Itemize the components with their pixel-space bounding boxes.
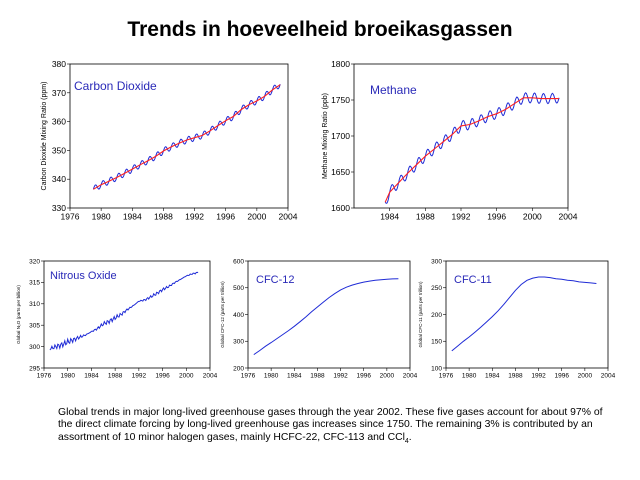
nitrous-oxide-chart: 1976 1980 1984 1988 1992 1996 2000 2004 295 300 30… <box>16 258 218 380</box>
methane-chart: 1984 1988 1992 1996 2000 2004 1600 1650 1700 1750… <box>322 59 578 222</box>
cfc12-x-tick-label: 1996 <box>356 373 371 380</box>
cfc12-chart-title: CFC-12 <box>256 274 295 286</box>
co2-chart: 1976 1980 1984 1988 1992 1996 2000 2004 330 340 35… <box>41 59 298 222</box>
ch4-x-tick-label: 1988 <box>416 212 435 222</box>
cfc12-x-tick-label: 1980 <box>264 373 279 380</box>
cfc12-x-tick-label: 2004 <box>403 373 418 380</box>
cfc12-x-tick-label: 1976 <box>241 373 256 380</box>
caption-end: . <box>408 431 412 443</box>
n2o-x-tick-label: 1992 <box>132 373 147 380</box>
n2o-x-tick-label: 1980 <box>60 373 75 380</box>
cfc12-x-tick-label: 1988 <box>310 373 325 380</box>
cfc12-x-tick-label: 2000 <box>380 373 395 380</box>
ch4-series-1 <box>384 97 560 203</box>
n2o-plot-frame <box>43 260 211 369</box>
ch4-y-tick-label: 1650 <box>331 167 350 177</box>
cfc11-x-tick-label: 2004 <box>601 373 616 380</box>
ch4-x-tick-label: 2004 <box>559 212 578 222</box>
co2-y-tick-label: 350 <box>52 145 66 155</box>
n2o-chart-title: Nitrous Oxide <box>50 270 117 282</box>
co2-chart-title: Carbon Dioxide <box>74 79 157 93</box>
cfc11-y-axis-label: Global CFC-11 (parts per trillion) <box>418 281 423 348</box>
cfc11-series-0 <box>451 276 597 352</box>
n2o-x-tick-label: 1984 <box>84 373 99 380</box>
n2o-y-tick-label: 305 <box>29 322 40 329</box>
co2-x-tick-label: 1988 <box>154 212 173 222</box>
cfc11-x-tick-label: 1976 <box>439 373 454 380</box>
co2-x-tick-label: 1980 <box>92 212 111 222</box>
n2o-x-tick-label: 1996 <box>155 373 170 380</box>
cfc12-x-tick-label: 1992 <box>333 373 348 380</box>
co2-y-tick-label: 370 <box>52 88 66 98</box>
co2-y-tick-label: 380 <box>52 59 66 69</box>
ch4-y-tick-label: 1750 <box>331 95 350 105</box>
caption-subscript: 4 <box>404 437 409 445</box>
cfc12-y-tick-label: 400 <box>233 312 244 319</box>
cfc12-x-tick-label: 1984 <box>287 373 302 380</box>
cfc12-y-tick-label: 300 <box>233 339 244 346</box>
cfc11-y-tick-label: 150 <box>431 339 442 346</box>
n2o-y-tick-label: 315 <box>29 280 40 287</box>
ch4-y-tick-label: 1700 <box>331 131 350 141</box>
n2o-y-tick-label: 300 <box>29 344 40 351</box>
co2-x-tick-label: 1992 <box>185 212 204 222</box>
cfc11-x-tick-label: 1984 <box>485 373 500 380</box>
cfc11-x-tick-label: 2000 <box>578 373 593 380</box>
n2o-y-axis-label: Global N₂O (parts per billion) <box>16 285 21 344</box>
ch4-y-tick-label: 1800 <box>331 59 350 69</box>
co2-x-tick-label: 2004 <box>279 212 298 222</box>
n2o-x-tick-label: 1976 <box>37 373 52 380</box>
cfc11-chart: 1976 1980 1984 1988 1992 1996 2000 2004 100 150 20… <box>418 258 616 380</box>
co2-y-tick-label: 360 <box>52 117 66 127</box>
co2-series-1 <box>93 84 281 190</box>
n2o-x-tick-label: 2004 <box>203 373 218 380</box>
ch4-x-tick-label: 2000 <box>523 212 542 222</box>
n2o-x-tick-label: 1988 <box>108 373 123 380</box>
co2-x-tick-label: 2000 <box>247 212 266 222</box>
co2-x-tick-label: 1984 <box>123 212 142 222</box>
ch4-x-tick-label: 1996 <box>487 212 506 222</box>
n2o-x-tick-label: 2000 <box>179 373 194 380</box>
n2o-y-tick-label: 295 <box>29 365 40 372</box>
cfc11-x-tick-label: 1980 <box>462 373 477 380</box>
cfc12-y-tick-label: 200 <box>233 365 244 372</box>
cfc12-series-0 <box>253 278 399 356</box>
ch4-series-0 <box>384 92 560 204</box>
caption: Global trends in major long-lived greenh… <box>58 407 606 448</box>
cfc11-x-tick-label: 1996 <box>554 373 569 380</box>
co2-x-tick-label: 1976 <box>61 212 80 222</box>
slide-title: Trends in hoeveelheid broeikasgassen <box>127 18 513 41</box>
cfc11-y-tick-label: 200 <box>431 312 442 319</box>
cfc11-y-tick-label: 300 <box>431 258 442 265</box>
cfc12-y-tick-label: 600 <box>233 258 244 265</box>
cfc12-y-axis-label: Global CFC-12 (parts per trillion) <box>220 281 225 348</box>
cfc12-chart: 1976 1980 1984 1988 1992 1996 2000 2004 200 300 40… <box>220 258 418 380</box>
cfc11-y-tick-label: 100 <box>431 365 442 372</box>
ch4-y-axis-label: Methane Mixing Ratio (ppb) <box>322 93 329 179</box>
ch4-x-tick-label: 1984 <box>380 212 399 222</box>
n2o-y-tick-label: 310 <box>29 301 40 308</box>
ch4-chart-title: Methane <box>370 83 417 97</box>
cfc11-y-tick-label: 250 <box>431 285 442 292</box>
cfc11-chart-title: CFC-11 <box>454 274 492 286</box>
co2-y-tick-label: 330 <box>52 203 66 213</box>
co2-plot-frame <box>69 63 289 209</box>
n2o-series-0 <box>49 271 199 351</box>
co2-y-axis-label: Carbon Dioxide Mixing Ratio (ppm) <box>41 82 48 191</box>
cfc12-y-tick-label: 500 <box>233 285 244 292</box>
co2-x-tick-label: 1996 <box>216 212 235 222</box>
n2o-y-tick-label: 320 <box>29 258 40 265</box>
caption-text: Global trends in major long-lived greenh… <box>58 407 603 443</box>
co2-y-tick-label: 340 <box>52 174 66 184</box>
cfc11-x-tick-label: 1988 <box>508 373 523 380</box>
cfc11-x-tick-label: 1992 <box>531 373 546 380</box>
co2-series-0 <box>92 84 281 190</box>
ch4-x-tick-label: 1992 <box>452 212 471 222</box>
ch4-y-tick-label: 1600 <box>331 203 350 213</box>
